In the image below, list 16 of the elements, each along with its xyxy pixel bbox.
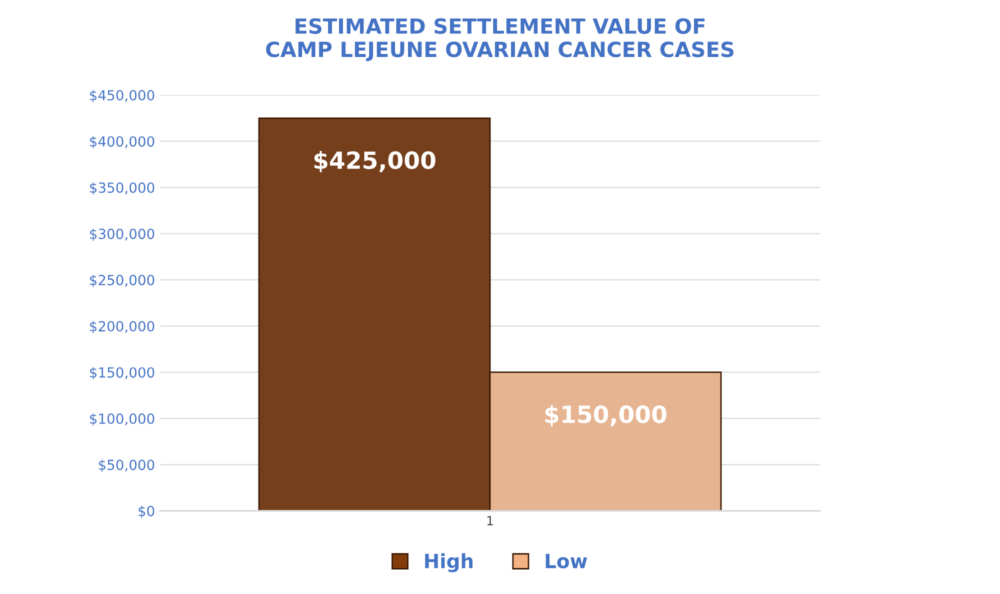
legend-label: Low — [546, 554, 588, 568]
y-tick-label: $450,000 — [90, 90, 154, 102]
y-tick-label: $300,000 — [90, 228, 154, 241]
y-tick-label: $100,000 — [90, 413, 154, 426]
y-tick-label: $50,000 — [98, 459, 154, 472]
y-tick-label: $250,000 — [90, 274, 154, 288]
y-tick-label: $150,000 — [90, 366, 154, 380]
y-tick-label: $400,000 — [90, 136, 154, 149]
y-tick-label: $350,000 — [90, 182, 154, 195]
data-label: $425,000 — [314, 150, 436, 172]
chart-title: ESTIMATED SETTLEMENT VALUE OF CAMP LEJEUNE OVARIAN CANCER CASES — [266, 18, 734, 62]
legend-label: High — [425, 553, 473, 572]
data-label: $150,000 — [545, 404, 666, 426]
y-tick-label: $0 — [138, 506, 154, 518]
x-tick-label: 1 — [487, 516, 493, 526]
y-tick-label: $200,000 — [90, 320, 154, 334]
